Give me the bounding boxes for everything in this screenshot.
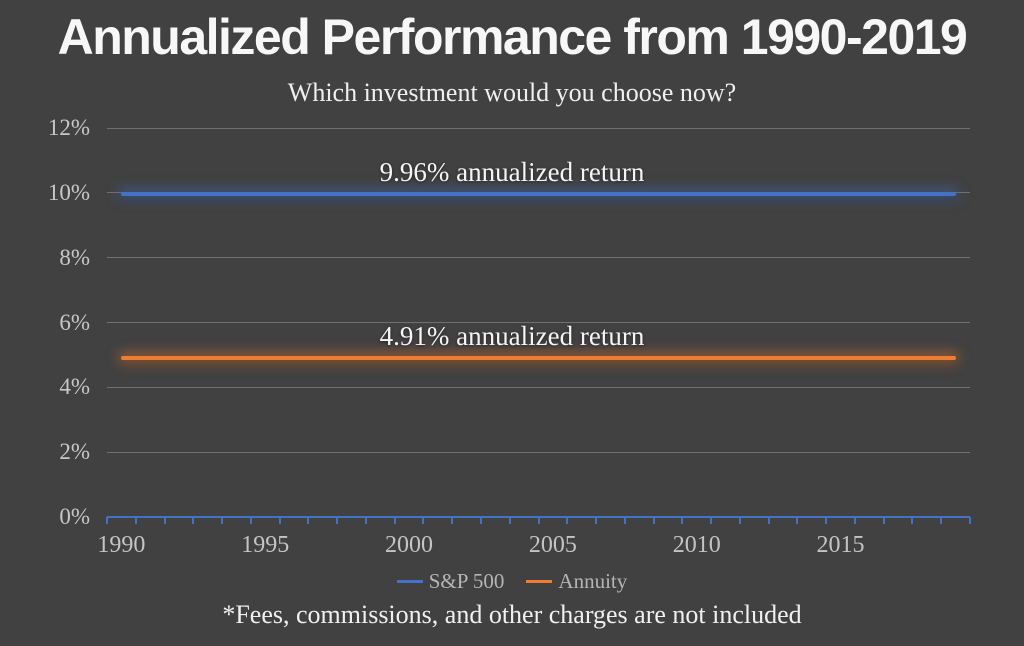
y-gridline	[107, 257, 970, 259]
x-axis-tick-label: 1990	[97, 532, 146, 558]
series-annotation: 9.96% annualized return	[379, 157, 645, 188]
chart-title: Annualized Performance from 1990-2019	[57, 9, 968, 65]
x-axis-tick	[479, 517, 482, 524]
x-axis-tick	[710, 517, 713, 524]
legend-label: S&P 500	[428, 569, 505, 593]
x-axis-tick-label: 2005	[528, 532, 577, 558]
y-axis-tick-label: 0%	[59, 504, 90, 529]
x-axis-tick	[652, 517, 655, 524]
x-axis-tick-label: 2015	[816, 532, 865, 558]
y-axis-tick-label: 12%	[47, 115, 90, 140]
series-line-s-p-500	[121, 192, 956, 197]
x-axis-tick	[221, 517, 224, 524]
x-axis-tick	[767, 517, 770, 524]
legend-item: Annuity	[526, 569, 627, 594]
y-axis-tick-label: 10%	[47, 179, 90, 205]
x-axis-tick	[249, 517, 252, 524]
y-gridline	[107, 322, 970, 323]
x-axis-tick	[940, 517, 943, 524]
y-gridline	[107, 451, 970, 453]
x-axis-tick	[336, 517, 339, 524]
legend-swatch	[526, 580, 553, 583]
x-axis-tick	[853, 517, 856, 524]
x-axis-tick-label: 2000	[385, 532, 434, 558]
x-axis-tick	[163, 517, 166, 524]
x-axis-tick	[681, 517, 684, 524]
series-annotation: 4.91% annualized return	[379, 320, 645, 351]
x-axis-tick	[882, 517, 885, 524]
y-gridline	[107, 127, 970, 129]
x-axis-tick	[566, 517, 569, 524]
legend-item: S&P 500	[396, 569, 505, 594]
x-axis-tick	[911, 517, 914, 524]
x-axis-tick	[796, 517, 799, 524]
chart-subtitle: Which investment would you choose now?	[287, 78, 737, 107]
x-axis-tick	[393, 517, 396, 524]
footnote: *Fees, commissions, and other charges ar…	[222, 600, 802, 629]
x-axis-tick	[192, 517, 195, 524]
x-axis-tick	[451, 517, 454, 524]
x-axis-tick	[508, 517, 511, 524]
x-axis-tick-label: 1995	[241, 532, 290, 558]
y-axis-tick-label: 2%	[59, 439, 90, 465]
x-axis-tick	[422, 517, 425, 524]
x-axis-tick	[595, 517, 598, 524]
series-line-annuity	[121, 355, 956, 360]
x-axis-tick	[278, 517, 281, 524]
y-gridline	[107, 386, 970, 388]
x-axis-tick	[825, 517, 828, 524]
x-axis-tick	[738, 517, 741, 524]
x-axis-tick	[134, 517, 137, 524]
y-axis-tick-label: 4%	[59, 374, 90, 400]
x-axis-tick	[106, 517, 108, 524]
legend-label: Annuity	[558, 569, 628, 593]
y-axis-tick-label: 6%	[59, 309, 90, 335]
x-axis-tick-label: 2010	[672, 532, 721, 558]
x-axis-tick	[623, 517, 626, 524]
legend-swatch	[396, 580, 423, 583]
legend: S&P 500 Annuity	[0, 569, 1024, 594]
x-axis-tick	[537, 517, 540, 524]
x-axis-tick	[364, 517, 367, 524]
y-axis-tick-label: 8%	[59, 244, 90, 270]
x-axis-tick	[969, 517, 971, 524]
x-axis-tick	[307, 517, 310, 524]
